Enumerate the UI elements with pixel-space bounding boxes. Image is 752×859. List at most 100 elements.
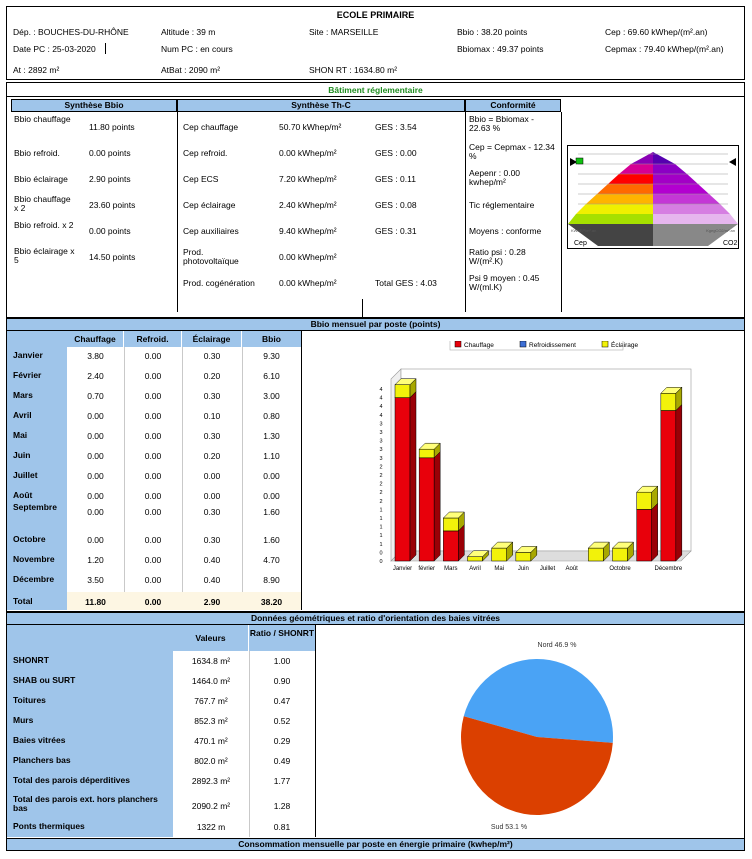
y-tick-label: 0 <box>379 559 382 565</box>
y-tick-label: 1 <box>379 542 382 548</box>
pyramid-band <box>619 164 653 174</box>
month-value-cell: 0.40 <box>203 555 221 565</box>
pyramid-band <box>653 184 709 194</box>
col-header-valeurs: Valeurs <box>173 625 249 651</box>
date-pc-field: Date PC : 25-03-2020 <box>13 44 96 54</box>
total-row-bg <box>67 592 301 610</box>
geo-row-ratio: 0.81 <box>273 822 291 832</box>
x-tick-label: Août <box>565 566 578 572</box>
divider <box>177 112 178 312</box>
bar-top <box>660 387 683 394</box>
pyramid-band <box>568 214 653 224</box>
pyramid-band <box>653 164 687 174</box>
bar-side <box>651 502 658 562</box>
geo-row-label: Planchers bas <box>13 755 71 765</box>
y-tick-label: 4 <box>379 404 382 410</box>
x-tick-label: Décembre <box>654 566 682 572</box>
month-label: Juillet <box>13 470 38 480</box>
geo-row-value: 767.7 m² <box>194 696 228 706</box>
bar-top <box>442 511 465 519</box>
thc-row-value: 50.70 kWhep/m² <box>279 122 342 132</box>
pyramid-band <box>631 152 653 164</box>
bbio-field: Bbio : 38.20 points <box>457 27 528 37</box>
thc-row-label: Cep auxiliaires <box>183 226 239 236</box>
month-label: Juin <box>13 450 31 460</box>
pyramid-band <box>576 204 653 214</box>
bar-front <box>491 547 507 562</box>
month-label: Août <box>13 490 33 500</box>
y-tick-label: 2 <box>379 482 382 488</box>
month-label-column <box>7 331 67 610</box>
pyramid-band <box>608 174 653 184</box>
geo-row-label: SHAB ou SURT <box>13 675 76 685</box>
thc-row-ges: GES : 0.00 <box>375 148 417 158</box>
x-tick-label: Avril <box>469 566 481 572</box>
month-value-cell: 6.10 <box>263 371 280 381</box>
header-box: ECOLE PRIMAIRE Dép. : BOUCHES-DU-RHÔNE D… <box>6 6 745 80</box>
y-tick-label: 3 <box>379 430 382 436</box>
pyramid-left-marker <box>570 158 577 166</box>
x-tick-label: Mai <box>494 566 504 572</box>
bar-front <box>636 491 652 510</box>
month-value-cell: 1.10 <box>263 451 280 461</box>
pyramid-base <box>568 224 653 246</box>
thc-row-ges: GES : 0.31 <box>375 226 417 236</box>
bbio-row-label: Bbio chauffage <box>14 114 71 124</box>
geo-row-ratio: 0.52 <box>273 716 291 726</box>
month-value-cell: 0.70 <box>87 391 104 401</box>
thc-row-label: Cep ECS <box>183 174 219 184</box>
conformite-item: Aepenr : 0.00 kwhep/m² <box>469 168 521 187</box>
geo-row-label: Total des parois ext. hors planchers bas <box>13 794 158 813</box>
altitude-field: Altitude : 39 m <box>161 27 216 37</box>
total-value-cell: 2.90 <box>203 597 221 607</box>
month-value-cell: 0.30 <box>203 391 221 401</box>
month-value-cell: 0.80 <box>263 411 280 421</box>
divider <box>7 96 744 97</box>
y-tick-label: 2 <box>379 490 382 496</box>
legend-swatch <box>454 340 462 348</box>
bar-top <box>587 541 610 549</box>
conformite-item: Tic réglementaire <box>469 200 535 210</box>
bar-front <box>394 397 411 562</box>
bar-side <box>409 390 417 562</box>
month-value-cell: 3.50 <box>87 575 104 585</box>
bar-front <box>588 547 604 562</box>
total-value-cell: 11.80 <box>85 597 106 607</box>
divider <box>315 625 316 837</box>
bar-side <box>433 451 441 562</box>
geo-row-value: 1322 m <box>196 822 226 832</box>
month-value-cell: 0.00 <box>203 491 221 501</box>
geometrie-title: Données géométriques et ratio d'orientat… <box>6 612 745 625</box>
month-value-cell: 4.70 <box>263 555 280 565</box>
geo-row-value: 1464.0 m² <box>191 676 231 686</box>
y-tick-label: 2 <box>379 464 382 470</box>
x-tick-label: Janvier <box>393 566 412 572</box>
month-value-cell: 0.30 <box>203 507 221 517</box>
month-value-cell: 0.00 <box>87 411 104 421</box>
geo-row-label: Ponts thermiques <box>13 821 85 831</box>
month-value-cell: 2.40 <box>87 371 104 381</box>
legend-swatch <box>601 340 609 348</box>
geo-row-ratio: 0.29 <box>273 736 291 746</box>
col-header-bbio: Bbio <box>242 331 301 347</box>
conformite-item: Bbio = Bbiomax - 22.63 % <box>469 114 534 133</box>
month-value-cell: 0.00 <box>144 491 162 501</box>
thc-row-label: Cep éclairage <box>183 200 236 210</box>
geo-row-value: 802.0 m² <box>194 756 228 766</box>
conformite-item: Ratio psi : 0.28 W/(m².K) <box>469 247 526 266</box>
month-value-cell: 0.00 <box>87 451 104 461</box>
y-tick-label: 1 <box>379 516 382 522</box>
y-tick-label: 2 <box>379 473 382 479</box>
geo-row-value: 470.1 m² <box>194 736 228 746</box>
y-tick-label: 1 <box>379 533 382 539</box>
text-cursor <box>105 43 106 54</box>
thc-row-label: Cep chauffage <box>183 122 239 132</box>
bbio-row-value: 14.50 points <box>89 252 136 262</box>
pie-label: Sud 53.1 % <box>491 824 527 831</box>
month-value-cell: 3.00 <box>263 391 280 401</box>
month-value-cell: 0.00 <box>263 471 280 481</box>
bbio-chart-container: Chauffage Refroidissement Éclairage 0 0 1 1 1 1 1… <box>367 339 699 591</box>
thc-row-value: 2.40 kWhep/m² <box>279 200 337 210</box>
month-value-cell: 0.30 <box>203 535 221 545</box>
thc-row-ges: GES : 0.11 <box>375 174 416 184</box>
